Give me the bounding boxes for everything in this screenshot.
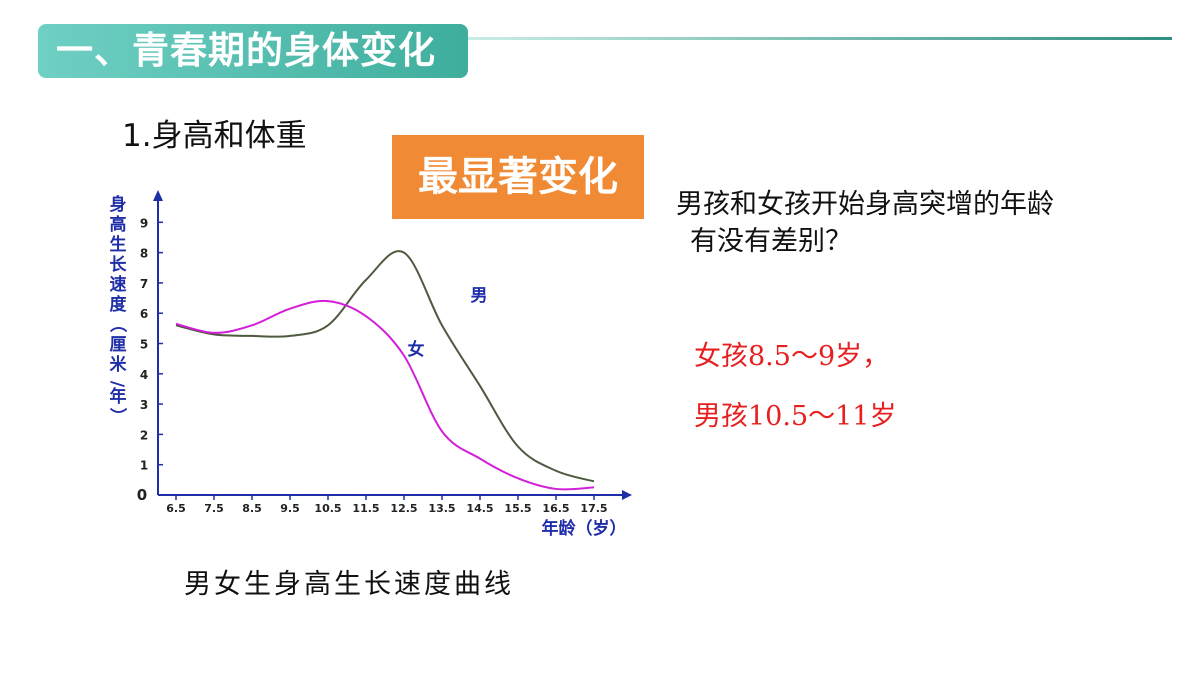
- y-tick-label: 0: [137, 486, 147, 504]
- y-axis-label-char: 厘: [110, 335, 127, 355]
- answer-girl: 女孩8.5～9岁，: [694, 341, 890, 372]
- series-line-boys: [175, 250, 595, 483]
- question-line-1: 男孩和女孩开始身高突增的年龄: [676, 189, 1054, 220]
- x-tick-label: 10.5: [314, 502, 341, 515]
- question-line-2: 有没有差别？: [690, 226, 852, 257]
- y-axis-label-char: 身: [110, 194, 127, 215]
- y-axis-label-char: 长: [110, 254, 128, 275]
- x-tick-label: 15.5: [504, 502, 531, 515]
- x-tick-label: 6.5: [166, 502, 186, 515]
- y-axis-arrow: [153, 190, 163, 201]
- y-axis-label-char: 高: [110, 214, 127, 235]
- x-tick-label: 17.5: [580, 502, 607, 515]
- y-axis-label-char: 米: [110, 354, 128, 375]
- y-axis-label-char: （: [107, 316, 128, 333]
- highlight-box: 最显著变化: [392, 135, 644, 219]
- y-tick-label: 2: [140, 428, 148, 442]
- y-tick-label: 7: [140, 277, 148, 291]
- x-tick-label: 8.5: [242, 502, 262, 515]
- y-tick-label: 4: [140, 368, 148, 382]
- answer-boy: 男孩10.5～11岁: [694, 401, 897, 432]
- x-tick-label: 13.5: [428, 502, 455, 515]
- x-axis-label: 年龄（岁）: [542, 518, 627, 539]
- x-tick-label: 14.5: [466, 502, 493, 515]
- x-tick-label: 12.5: [390, 502, 417, 515]
- series-label-girls: 女: [408, 339, 425, 360]
- y-axis-label-char: 年: [110, 386, 127, 407]
- series-line-girls: [175, 299, 595, 491]
- subtitle: 1.身高和体重: [122, 118, 307, 154]
- x-tick-label: 7.5: [204, 502, 224, 515]
- section-title: 一、青春期的身体变化: [56, 29, 436, 72]
- y-axis-label-char: /: [107, 381, 127, 388]
- title-divider-line: [468, 37, 1172, 40]
- question-text: 男孩和女孩开始身高突增的年龄 有没有差别？: [676, 186, 1054, 260]
- y-axis-label-char: 度: [110, 294, 128, 315]
- y-tick-label: 1: [140, 459, 148, 473]
- x-tick-label: 9.5: [280, 502, 300, 515]
- x-tick-label: 16.5: [542, 502, 569, 515]
- y-axis-label-char: 速: [110, 274, 127, 295]
- y-tick-label: 9: [140, 216, 148, 230]
- y-tick-label: 8: [140, 247, 148, 261]
- y-tick-label: 5: [140, 338, 148, 352]
- y-tick-label: 6: [140, 307, 148, 321]
- y-tick-label: 3: [140, 398, 148, 412]
- x-tick-label: 11.5: [352, 502, 379, 515]
- chart-caption: 男女生身高生长速度曲线: [184, 569, 514, 600]
- y-axis-label-char: 生: [110, 234, 127, 255]
- x-axis-arrow: [622, 490, 632, 500]
- series-label-boys: 男: [471, 286, 488, 306]
- section-title-banner: [38, 24, 468, 78]
- y-axis-label-char: ）: [107, 408, 128, 425]
